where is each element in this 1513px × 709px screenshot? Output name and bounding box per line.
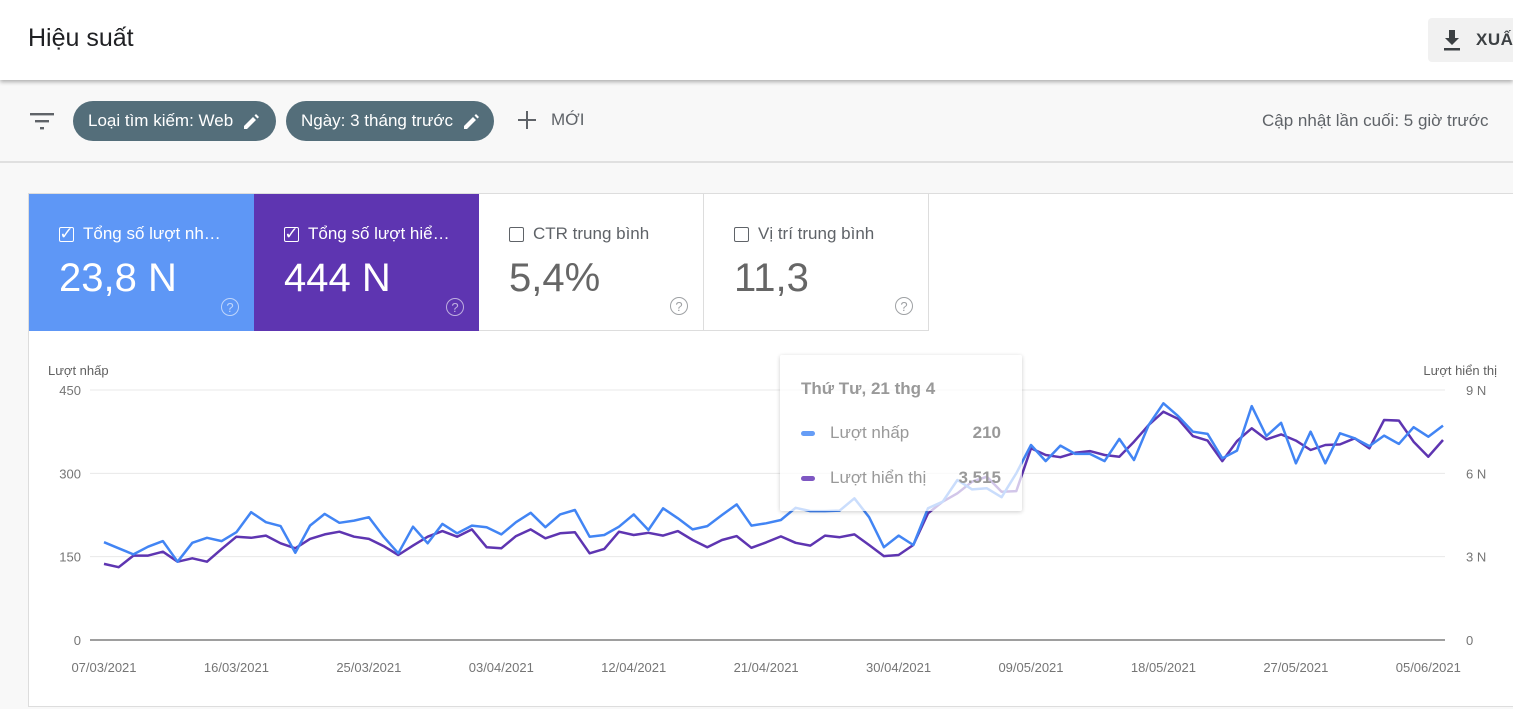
x-axis-tick-label: 25/03/2021 — [336, 660, 401, 675]
tooltip-date: Thứ Tư, 21 thg 4 — [801, 379, 936, 398]
tooltip-value: 3.515 — [958, 468, 1001, 487]
right-axis-title: Lượt hiển thị — [1423, 363, 1497, 378]
legend-swatch-impressions — [801, 475, 815, 481]
left-axis-tick-label: 450 — [59, 383, 81, 398]
chart-tooltip: Thứ Tư, 21 thg 4 Lượt nhấp 210 Lượt hiển… — [780, 355, 1022, 511]
new-filter-button[interactable]: MỚI — [517, 110, 584, 130]
right-axis-tick-label: 6 N — [1466, 466, 1486, 481]
tooltip-row-impressions: Lượt hiển thị 3.515 — [801, 468, 1001, 488]
export-button[interactable]: XUẤT — [1428, 18, 1513, 62]
search-type-chip[interactable]: Loại tìm kiếm: Web — [73, 101, 276, 141]
metric-value: 444 N — [284, 256, 391, 300]
performance-panel: ✓ Tổng số lượt nh… 23,8 N ? ✓ Tổng số lượt… — [28, 193, 1513, 707]
x-axis-tick-label: 12/04/2021 — [601, 660, 666, 675]
metric-card-position[interactable]: Vị trí trung bình 11,3 ? — [704, 194, 929, 331]
x-axis-tick-label: 27/05/2021 — [1263, 660, 1328, 675]
x-axis-tick-label: 05/06/2021 — [1396, 660, 1461, 675]
filter-bar: Loại tìm kiếm: Web Ngày: 3 tháng trước M… — [0, 80, 1513, 163]
metric-card-ctr[interactable]: CTR trung bình 5,4% ? — [479, 194, 704, 331]
right-axis-tick-label: 0 — [1466, 633, 1473, 648]
export-label: XUẤT — [1476, 30, 1513, 49]
metric-label: CTR trung bình — [533, 224, 650, 243]
metric-label: Vị trí trung bình — [758, 224, 875, 243]
left-axis-title: Lượt nhấp — [48, 363, 109, 378]
edit-icon[interactable] — [243, 113, 260, 130]
metric-card-impressions[interactable]: ✓ Tổng số lượt hiể… 444 N ? — [254, 194, 479, 331]
help-icon[interactable]: ? — [446, 298, 464, 316]
tooltip-row-clicks: Lượt nhấp 210 — [801, 423, 1001, 443]
last-updated-text: Cập nhật lần cuối: 5 giờ trước — [1262, 111, 1489, 130]
chip-label: Ngày: 3 tháng trước — [301, 111, 453, 130]
metric-label: Tổng số lượt hiể… — [308, 224, 450, 243]
tooltip-label: Lượt nhấp — [830, 423, 910, 442]
x-axis-tick-label: 30/04/2021 — [866, 660, 931, 675]
right-axis-tick-label: 9 N — [1466, 383, 1486, 398]
x-axis-tick-label: 21/04/2021 — [734, 660, 799, 675]
tooltip-value: 210 — [972, 423, 1001, 442]
filter-icon[interactable] — [30, 111, 56, 131]
page-title: Hiệu suất — [28, 24, 134, 52]
help-icon[interactable]: ? — [670, 297, 688, 315]
clicks-series-line — [103, 402, 1444, 563]
chip-label: Loại tìm kiếm: Web — [88, 111, 234, 130]
new-filter-label: MỚI — [551, 110, 585, 129]
performance-chart[interactable]: 0 0 150 3 N 300 6 N 450 9 N Lượt nhấp Lượt hiển t… — [28, 335, 1513, 707]
metric-value: 5,4% — [509, 256, 601, 300]
impressions-series-line — [103, 410, 1444, 569]
left-axis-tick-label: 300 — [59, 466, 81, 481]
help-icon[interactable]: ? — [895, 297, 913, 315]
legend-swatch-clicks — [801, 430, 815, 436]
help-icon[interactable]: ? — [221, 298, 239, 316]
page-header: Hiệu suất XUẤT — [0, 0, 1513, 80]
x-axis-tick-label: 09/05/2021 — [998, 660, 1063, 675]
checkbox-checked-icon[interactable]: ✓ — [284, 224, 299, 243]
metric-value: 11,3 — [734, 256, 809, 300]
metric-value: 23,8 N — [59, 256, 177, 300]
tooltip-label: Lượt hiển thị — [830, 468, 927, 487]
x-axis-tick-label: 03/04/2021 — [469, 660, 534, 675]
left-axis-tick-label: 150 — [59, 550, 81, 565]
download-icon — [1444, 30, 1460, 51]
checkbox-unchecked-icon[interactable] — [734, 226, 749, 242]
plus-icon — [518, 111, 536, 129]
date-chip[interactable]: Ngày: 3 tháng trước — [286, 101, 494, 141]
metric-card-clicks[interactable]: ✓ Tổng số lượt nh… 23,8 N ? — [29, 194, 254, 331]
x-axis-tick-label: 07/03/2021 — [71, 660, 136, 675]
edit-icon[interactable] — [463, 113, 480, 130]
checkbox-checked-icon[interactable]: ✓ — [59, 224, 74, 243]
left-axis-tick-label: 0 — [74, 633, 81, 648]
x-axis-tick-label: 18/05/2021 — [1131, 660, 1196, 675]
metric-label: Tổng số lượt nh… — [83, 224, 221, 243]
right-axis-tick-label: 3 N — [1466, 550, 1486, 565]
x-axis-tick-label: 16/03/2021 — [204, 660, 269, 675]
checkbox-unchecked-icon[interactable] — [509, 226, 524, 242]
